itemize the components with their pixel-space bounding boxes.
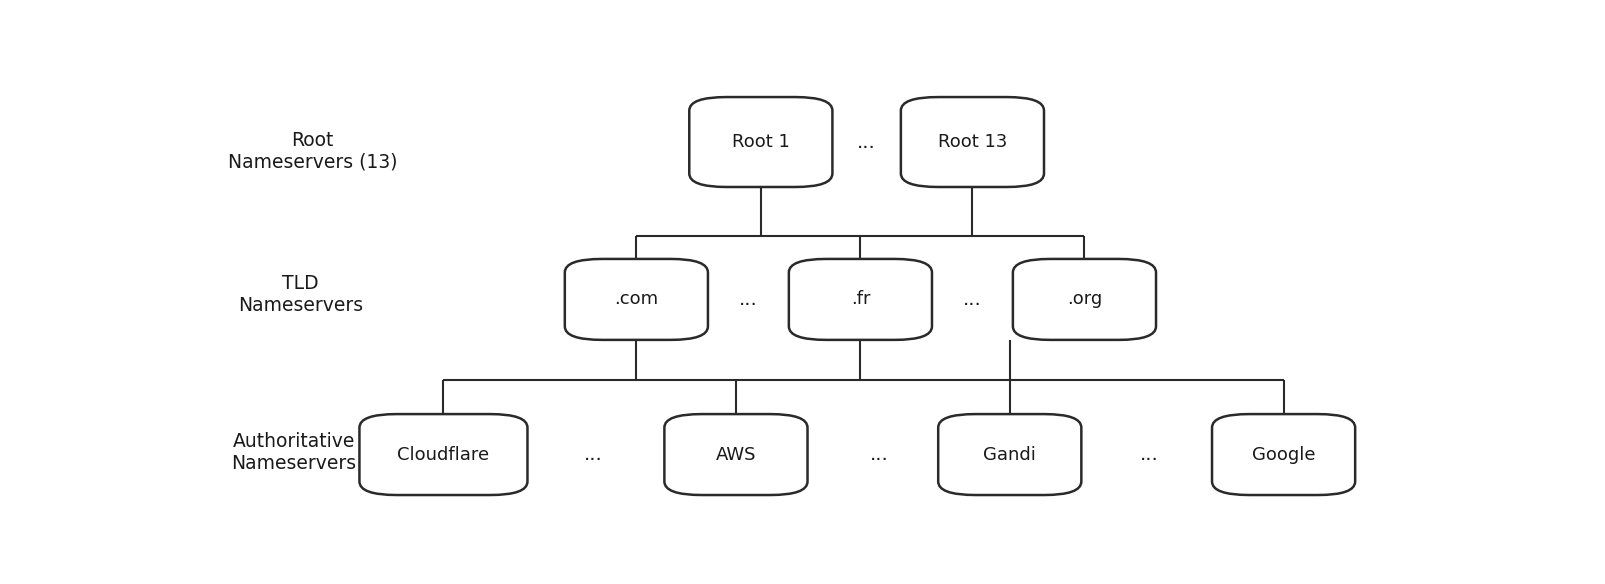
- Text: Authoritative
Nameservers: Authoritative Nameservers: [231, 432, 356, 473]
- FancyBboxPatch shape: [937, 414, 1080, 495]
- Text: ...: ...: [738, 290, 758, 309]
- Text: ...: ...: [1140, 445, 1157, 464]
- Text: Gandi: Gandi: [982, 446, 1035, 464]
- Text: .com: .com: [615, 290, 658, 308]
- FancyBboxPatch shape: [565, 259, 708, 340]
- FancyBboxPatch shape: [689, 97, 831, 187]
- FancyBboxPatch shape: [664, 414, 807, 495]
- FancyBboxPatch shape: [1013, 259, 1156, 340]
- Text: Root 13: Root 13: [937, 133, 1006, 151]
- Text: .org: .org: [1066, 290, 1101, 308]
- Text: ...: ...: [857, 133, 875, 151]
- Text: ...: ...: [963, 290, 981, 309]
- Text: Cloudflare: Cloudflare: [396, 446, 490, 464]
- FancyBboxPatch shape: [788, 259, 931, 340]
- Text: Root 1: Root 1: [732, 133, 790, 151]
- FancyBboxPatch shape: [360, 414, 526, 495]
- Text: TLD
Nameservers: TLD Nameservers: [238, 274, 363, 315]
- FancyBboxPatch shape: [1212, 414, 1355, 495]
- Text: AWS: AWS: [716, 446, 756, 464]
- Text: Root
Nameservers (13): Root Nameservers (13): [228, 130, 398, 172]
- Text: ...: ...: [870, 445, 888, 464]
- FancyBboxPatch shape: [900, 97, 1043, 187]
- Text: Google: Google: [1250, 446, 1314, 464]
- Text: ...: ...: [583, 445, 602, 464]
- Text: .fr: .fr: [851, 290, 870, 308]
